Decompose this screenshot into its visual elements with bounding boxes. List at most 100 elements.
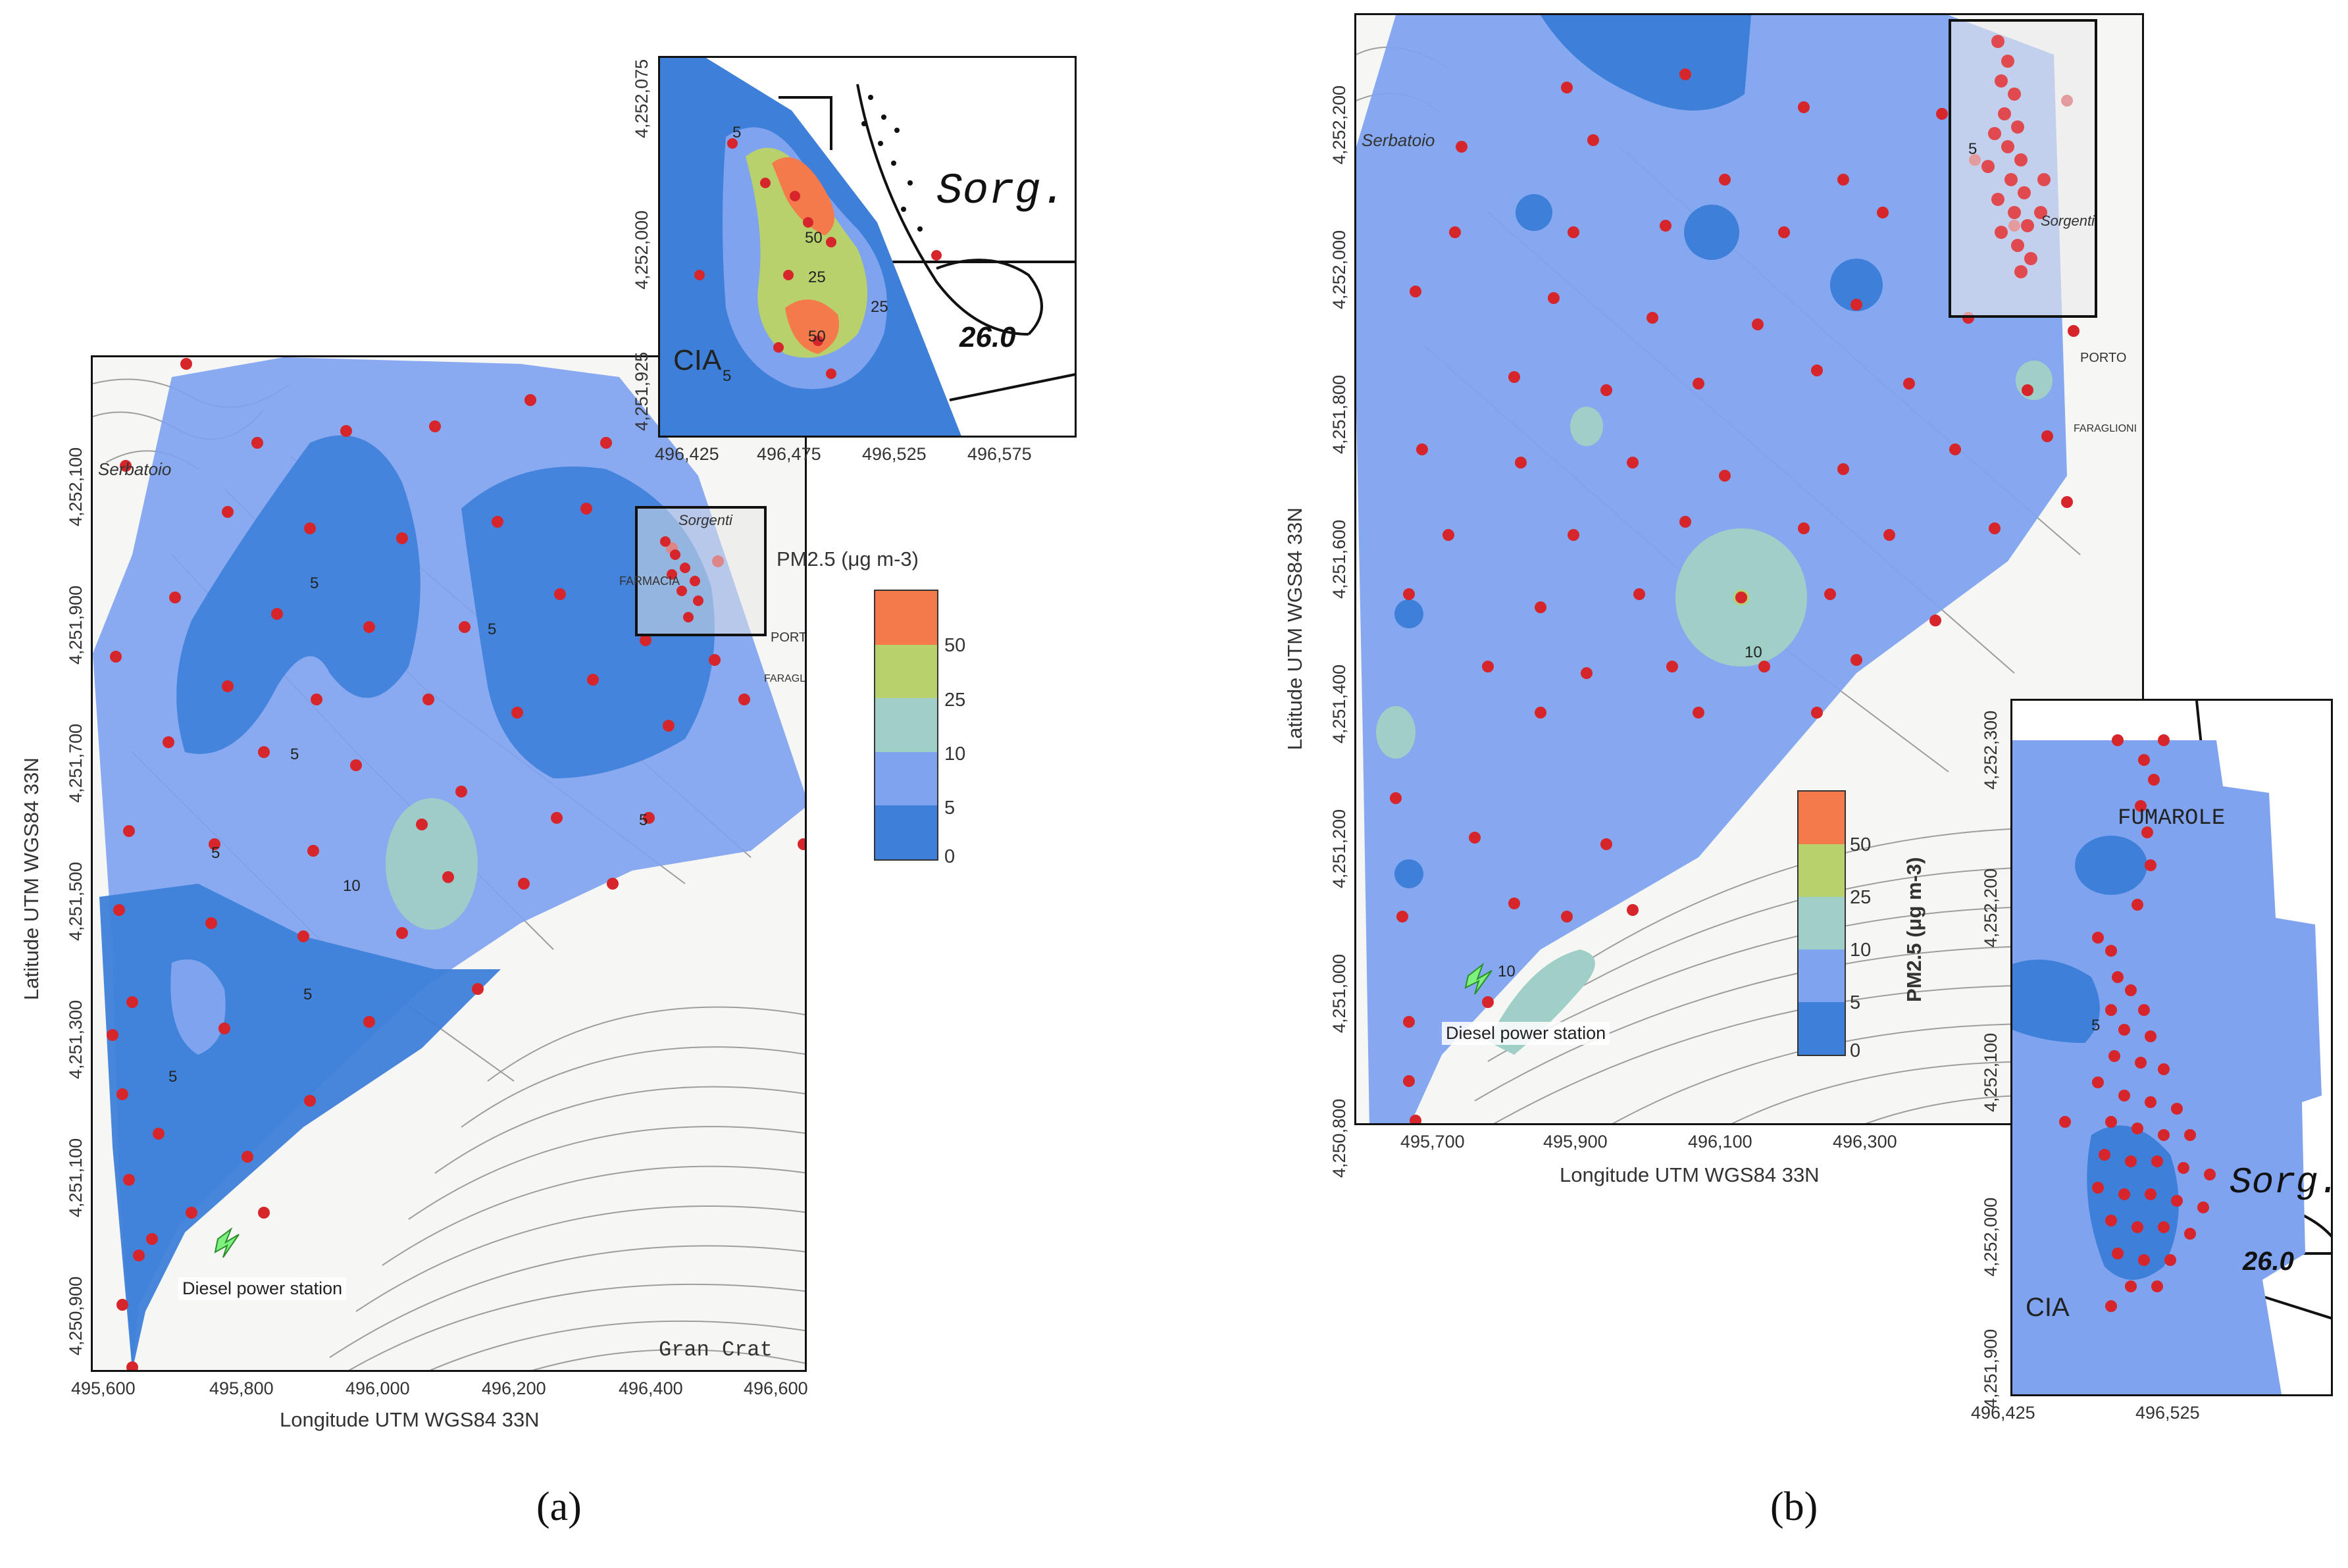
map-text-serbatoio: Serbatoio: [1362, 130, 1435, 150]
inset-contour-label: 50: [808, 328, 826, 345]
legend-value: 5: [944, 797, 956, 819]
inset-y-tick: 4,252,000: [1981, 1197, 2001, 1277]
inset-contour-label: 5: [732, 124, 742, 141]
legend-value: 0: [944, 846, 956, 867]
pm-surface-dark-spot: [1830, 259, 1883, 311]
inset-pm-surface-50-bottom: [785, 299, 839, 354]
y-tick: 4,251,700: [66, 723, 86, 803]
y-tick: 4,250,900: [66, 1276, 86, 1355]
contour-label: 5: [488, 620, 497, 638]
legend-colorbar: [874, 590, 938, 861]
x-tick: 496,000: [345, 1378, 410, 1398]
panel-label-a: (a): [536, 1484, 582, 1529]
legend-swatch-10: [875, 698, 937, 752]
inset-sampling-points: [2059, 734, 2216, 1312]
x-tick: 496,400: [619, 1378, 683, 1398]
panel-label-b: (b): [1770, 1484, 1818, 1529]
contour-label: 5: [1968, 140, 1978, 158]
x-axis-title: Longitude UTM WGS84 33N: [1560, 1163, 1820, 1186]
pm-hotspot-10: [386, 798, 478, 930]
map-dots: [861, 95, 923, 232]
inset-x-tick: 496,425: [1971, 1403, 2035, 1423]
legend-title-b: PM2.5 (μg m-3): [1902, 857, 1926, 1003]
y-tick: 4,251,800: [1329, 374, 1349, 454]
diesel-station-label: Diesel power station: [1442, 1022, 1610, 1045]
inset-contour-label: 50: [805, 229, 823, 247]
inset-y-tick: 4,251,925: [632, 351, 651, 431]
inset-y-tick: 4,252,100: [1981, 1032, 2001, 1112]
inset-y-tick: 4,251,900: [1981, 1328, 2001, 1408]
inset-pm-surface-25: [746, 147, 867, 358]
inset-contour-label: 5: [723, 367, 732, 385]
legend-swatch-50: [1799, 792, 1845, 844]
map-text-gran-crat: Gran Crat: [659, 1338, 773, 1362]
contour-label: 10: [1498, 963, 1516, 980]
inset-x-tick: 496,525: [862, 444, 927, 464]
y-tick: 4,251,300: [66, 999, 86, 1079]
inset-contour-label: 25: [808, 268, 826, 286]
legend-value: 10: [944, 744, 966, 765]
legend-value: 50: [944, 635, 966, 656]
y-tick: 4,251,600: [1329, 519, 1349, 599]
pm-hotspot-10: [2016, 361, 2053, 400]
map-text-porto: PORTO: [771, 630, 807, 645]
inset-y-tick: 4,252,000: [632, 210, 651, 290]
panel-a-map: 5 5 5 5 5 10 5 5 Serbatoio Sorgenti FARM…: [91, 355, 807, 1372]
inset-x-tick: 496,425: [655, 444, 719, 464]
x-tick: 495,600: [71, 1378, 136, 1398]
inset-extent-points: [1981, 35, 2051, 278]
inset-x-tick: 496,475: [757, 444, 821, 464]
contour-label: 5: [303, 986, 313, 1003]
y-tick: 4,251,400: [1329, 664, 1349, 744]
contour-label: 5: [290, 746, 299, 763]
pm-surface-dark-center: [176, 435, 421, 754]
pm-hotspot-10: [1376, 706, 1416, 759]
y-tick: 4,251,000: [1329, 953, 1349, 1033]
contour-label: 5: [639, 811, 648, 829]
y-tick: 4,251,900: [66, 585, 86, 665]
pm-surface-dark-bottom: [170, 959, 226, 1055]
map-text-faraglioni: FARAGLIONI: [2074, 423, 2137, 434]
inset-map-text-cia: CIA: [673, 344, 722, 376]
pm-surface-dark-spot: [1684, 205, 1739, 260]
map-text-porto: PORTO: [2080, 351, 2127, 365]
panel-a-inset: Sorg. 26.0 CIA 5 50 25 25 50 5: [658, 56, 1077, 438]
inset-x-tick: 496,575: [967, 444, 1032, 464]
legend-swatch-25: [1799, 844, 1845, 897]
legend-value: 25: [944, 690, 966, 711]
contour-label: 5: [211, 844, 220, 862]
map-text-serbatoio: Serbatoio: [98, 459, 172, 479]
legend-swatch-50: [875, 591, 937, 645]
inset-map-text-sorg: Sorg.: [936, 166, 1067, 216]
legend-swatch-5: [1799, 949, 1845, 1002]
pm-surface-dark-top: [1541, 15, 1751, 111]
x-tick: 496,300: [1833, 1132, 1897, 1151]
pm-surface-dark-spot: [1394, 859, 1423, 888]
inset-contour-label: 5: [2091, 1017, 2101, 1034]
lightning-icon: [214, 1227, 240, 1258]
y-tick: 4,251,100: [66, 1138, 86, 1217]
inset-y-tick: 4,252,200: [1981, 868, 2001, 948]
x-axis-title: Longitude UTM WGS84 33N: [280, 1408, 540, 1431]
inset-pm-surface-dark: [2075, 836, 2147, 895]
map-text-faraglioni: FARAGLIONI: [764, 673, 806, 684]
map-text-sorgenti: Sorgenti: [678, 512, 732, 528]
x-tick: 496,600: [744, 1378, 808, 1398]
contour-label: 10: [1745, 644, 1762, 661]
contour-label: 5: [168, 1068, 178, 1086]
inset-x-tick: 496,525: [2135, 1403, 2200, 1423]
pm-surface-dark-spot: [1516, 194, 1552, 231]
y-tick: 4,252,000: [1329, 230, 1349, 309]
pm-hotspot-10: [1570, 407, 1603, 446]
legend-swatch-25: [875, 644, 937, 699]
diesel-station-label: Diesel power station: [178, 1277, 347, 1300]
inset-map-text-elevation: 26.0: [2243, 1247, 2294, 1276]
y-tick: 4,251,200: [1329, 809, 1349, 888]
map-text-farmacia: FARMACIA: [619, 574, 680, 588]
legend-value: 10: [1850, 940, 1872, 961]
legend-swatch-10: [1799, 897, 1845, 949]
contour-label: 5: [310, 574, 319, 592]
legend-value: 5: [1850, 992, 1861, 1013]
inset-pm-surface-50-top: [772, 157, 834, 236]
legend-swatch-0: [1799, 1002, 1845, 1055]
